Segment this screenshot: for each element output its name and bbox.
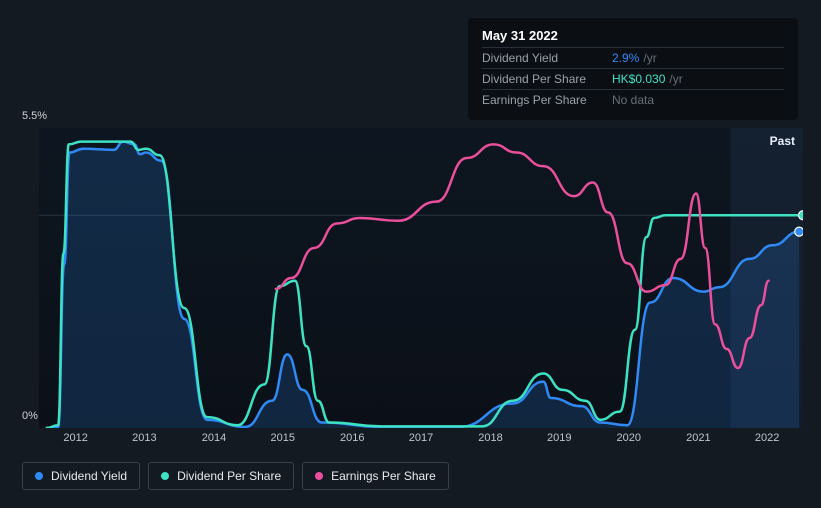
x-axis-tick: 2013 xyxy=(132,432,156,444)
x-axis-tick: 2018 xyxy=(478,432,502,444)
legend-item-earnings-per-share[interactable]: Earnings Per Share xyxy=(302,462,449,490)
tooltip-row-unit: /yr xyxy=(669,72,682,86)
legend-item-label: Dividend Yield xyxy=(51,469,127,483)
y-axis-max-label: 5.5% xyxy=(22,110,47,122)
chart-svg xyxy=(39,128,803,428)
legend-dot-icon xyxy=(35,472,43,480)
x-axis-tick: 2021 xyxy=(686,432,710,444)
x-axis-tick: 2014 xyxy=(202,432,226,444)
tooltip-row-value: HK$0.030 xyxy=(612,72,665,86)
x-axis-tick: 2022 xyxy=(755,432,779,444)
legend-dot-icon xyxy=(315,472,323,480)
y-axis-min-label: 0% xyxy=(22,410,38,422)
tooltip-row-label: Dividend Per Share xyxy=(482,72,612,86)
tooltip-row-label: Earnings Per Share xyxy=(482,93,612,107)
tooltip-row: Dividend Per ShareHK$0.030/yr xyxy=(482,68,784,89)
legend-item-label: Dividend Per Share xyxy=(177,469,281,483)
x-axis-tick: 2015 xyxy=(270,432,294,444)
chart-plot-area: Past xyxy=(39,128,803,428)
x-axis-tick: 2020 xyxy=(617,432,641,444)
tooltip-row-value: 2.9% xyxy=(612,51,639,65)
chart-legend: Dividend Yield Dividend Per Share Earnings… xyxy=(22,462,449,490)
legend-item-dividend-yield[interactable]: Dividend Yield xyxy=(22,462,140,490)
legend-item-dividend-per-share[interactable]: Dividend Per Share xyxy=(148,462,294,490)
x-axis-tick: 2017 xyxy=(409,432,433,444)
chart-tooltip: May 31 2022 Dividend Yield2.9%/yrDividen… xyxy=(468,18,798,120)
x-axis-tick: 2016 xyxy=(340,432,364,444)
tooltip-date: May 31 2022 xyxy=(482,28,784,43)
legend-dot-icon xyxy=(161,472,169,480)
x-axis-tick: 2019 xyxy=(547,432,571,444)
x-axis-tick: 2012 xyxy=(63,432,87,444)
tooltip-row-value: No data xyxy=(612,93,654,107)
tooltip-row-label: Dividend Yield xyxy=(482,51,612,65)
tooltip-row: Earnings Per ShareNo data xyxy=(482,89,784,110)
tooltip-row-unit: /yr xyxy=(643,51,656,65)
legend-item-label: Earnings Per Share xyxy=(331,469,436,483)
x-axis: 2012 2013 2014 2015 2016 2017 2018 2019 2020 2021… xyxy=(39,432,803,450)
tooltip-row: Dividend Yield2.9% /yr xyxy=(482,47,784,68)
